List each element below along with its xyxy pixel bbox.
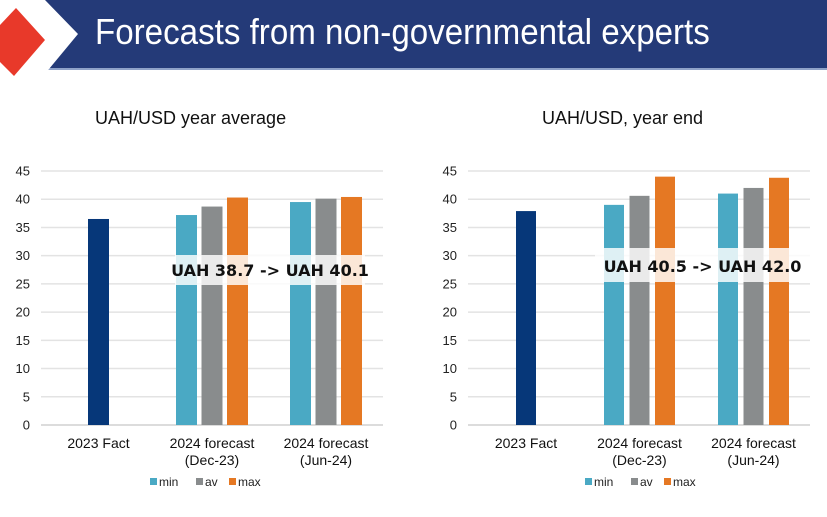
- x-category-label: 2024 forecast: [597, 435, 682, 451]
- title-banner: Forecasts from non-governmental experts: [0, 0, 827, 70]
- y-tick-label: 30: [16, 248, 30, 263]
- x-category-label: (Jun-24): [300, 452, 352, 468]
- chart-title-year-end: UAH/USD, year end: [542, 108, 704, 128]
- legend-label-max: max: [673, 475, 696, 489]
- chart-year-end: 0 5 10 15 20 25 30 35 40 45 UAH 40.5 -> UAH 42.0 20…: [443, 164, 810, 489]
- bar-max: [341, 196, 362, 425]
- y-tick-label: 0: [23, 418, 30, 433]
- y-tick-label: 10: [16, 361, 30, 376]
- y-tick-label: 15: [443, 333, 457, 348]
- bar-min: [176, 215, 197, 425]
- x-category-label: 2024 forecast: [170, 435, 255, 451]
- y-tick-label: 20: [443, 305, 457, 320]
- logo-red-diamond: [0, 8, 45, 76]
- y-tick-label: 40: [443, 192, 457, 207]
- legend-label-min: min: [594, 475, 613, 489]
- bar-2023-fact: [516, 211, 536, 425]
- y-tick-label: 45: [16, 164, 30, 179]
- bar-max: [227, 197, 248, 425]
- legend-swatch-max: [229, 478, 236, 485]
- legend-swatch-min: [150, 478, 157, 485]
- x-category-label: (Dec-23): [612, 452, 666, 468]
- annotation-text: UAH 40.5 -> UAH 42.0: [604, 257, 802, 276]
- bar-min: [290, 202, 311, 425]
- legend-swatch-av: [631, 478, 638, 485]
- y-tick-label: 40: [16, 192, 30, 207]
- y-tick-label: 0: [450, 418, 457, 433]
- y-tick-label: 30: [443, 248, 457, 263]
- bar-max: [769, 177, 789, 425]
- bar-av: [743, 187, 764, 425]
- bar-max: [655, 176, 675, 425]
- legend-label-av: av: [205, 475, 218, 489]
- bar-min: [604, 204, 624, 425]
- y-tick-label: 35: [443, 220, 457, 235]
- bar-av: [629, 195, 650, 425]
- bar-av: [315, 198, 337, 425]
- bar-min: [718, 193, 738, 425]
- chart-year-average: 0 5 10 15 20 25 30 35 40 45 UAH 38.7 -> UAH 40.1 20…: [16, 164, 383, 489]
- chart-title-year-average: UAH/USD year average: [95, 108, 287, 128]
- y-tick-label: 25: [16, 276, 30, 291]
- x-category-label: 2023 Fact: [495, 435, 557, 451]
- y-tick-label: 35: [16, 220, 30, 235]
- legend-label-max: max: [238, 475, 261, 489]
- x-category-label: 2024 forecast: [711, 435, 796, 451]
- legend-swatch-av: [196, 478, 203, 485]
- legend-swatch-max: [664, 478, 671, 485]
- annotation-text: UAH 38.7 -> UAH 40.1: [171, 261, 369, 280]
- page-title: Forecasts from non-governmental experts: [95, 11, 710, 52]
- legend-label-min: min: [159, 475, 178, 489]
- y-tick-label: 20: [16, 305, 30, 320]
- logo-icon: [0, 0, 78, 104]
- y-tick-label: 5: [23, 389, 30, 404]
- x-category-label: 2023 Fact: [67, 435, 129, 451]
- annotation-box: [175, 255, 365, 285]
- annotation-box: [595, 248, 810, 282]
- bar-av: [201, 206, 223, 425]
- legend-label-av: av: [640, 475, 653, 489]
- y-tick-label: 15: [16, 333, 30, 348]
- y-tick-label: 45: [443, 164, 457, 179]
- y-tick-label: 25: [443, 276, 457, 291]
- bar-2023-fact: [88, 218, 109, 425]
- y-tick-label: 5: [450, 389, 457, 404]
- y-tick-label: 10: [443, 361, 457, 376]
- x-category-label: (Dec-23): [185, 452, 239, 468]
- x-category-label: (Jun-24): [727, 452, 779, 468]
- x-category-label: 2024 forecast: [284, 435, 369, 451]
- legend-swatch-min: [585, 478, 592, 485]
